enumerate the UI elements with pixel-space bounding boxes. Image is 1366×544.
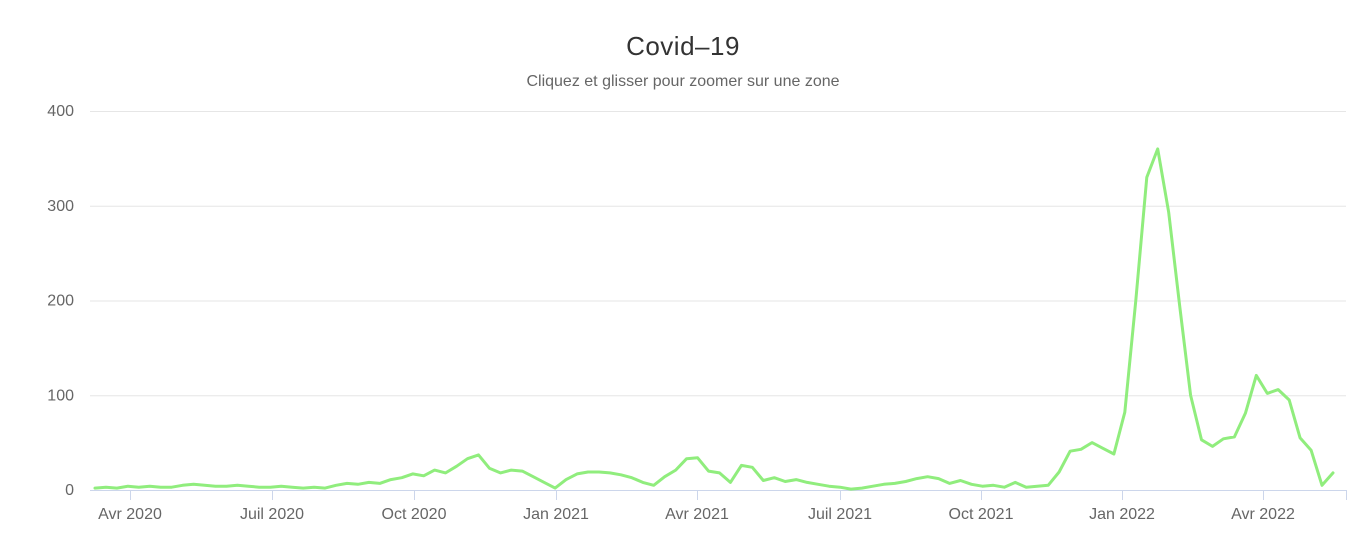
y-axis-label: 0 <box>65 482 74 499</box>
covid-series-line <box>93 147 1335 491</box>
chart-subtitle: Cliquez et glisser pour zoomer sur une z… <box>526 73 840 90</box>
x-axis-label: Juil 2020 <box>240 506 304 523</box>
chart-title: Covid–19 <box>626 31 740 61</box>
x-axis-label: Oct 2021 <box>949 506 1014 523</box>
x-axis-label: Avr 2022 <box>1231 506 1295 523</box>
y-axis-label: 200 <box>47 293 74 310</box>
x-axis-label: Oct 2020 <box>382 506 447 523</box>
x-axis-label: Avr 2020 <box>98 506 162 523</box>
x-axis-label: Jan 2021 <box>523 506 589 523</box>
y-axis-label: 400 <box>47 103 74 120</box>
x-axis-label: Jan 2022 <box>1089 506 1155 523</box>
y-axis-label: 300 <box>47 198 74 215</box>
y-axis-label: 100 <box>47 387 74 404</box>
x-axis-label: Avr 2021 <box>665 506 729 523</box>
x-axis-label: Juil 2021 <box>808 506 872 523</box>
